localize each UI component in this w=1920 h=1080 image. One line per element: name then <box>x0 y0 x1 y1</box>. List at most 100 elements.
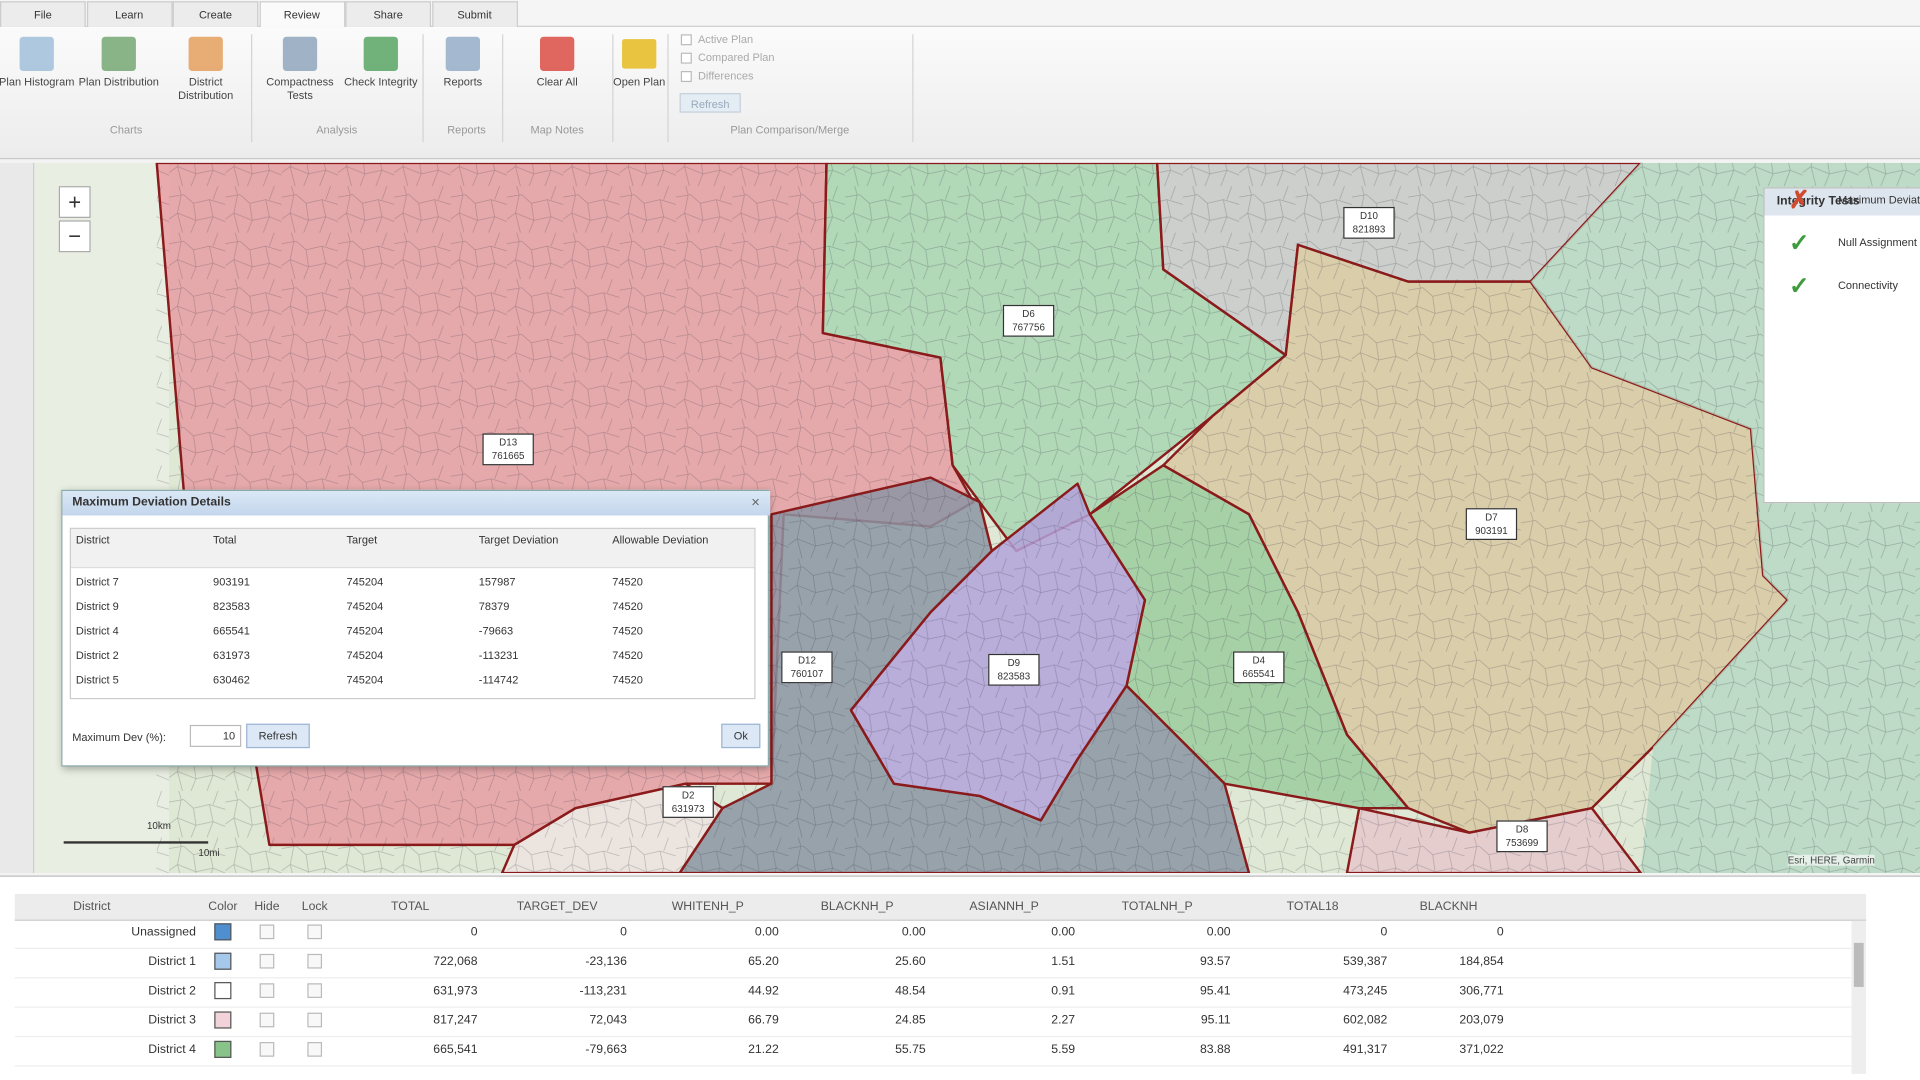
ribbon-button[interactable]: Check Integrity <box>344 75 418 89</box>
column-header[interactable]: Hide <box>254 900 280 914</box>
ribbon-icon[interactable] <box>282 36 318 72</box>
zoom-out[interactable]: − <box>58 220 91 253</box>
tab[interactable]: File <box>0 1 86 27</box>
district-label[interactable]: D7 903191 <box>1465 508 1518 541</box>
column-header[interactable]: TOTAL18 <box>1286 900 1339 914</box>
option-label[interactable]: Compared Plan <box>697 51 775 64</box>
option-label[interactable]: Active Plan <box>697 33 754 46</box>
tab[interactable]: Share <box>345 1 432 27</box>
column-header[interactable]: TOTAL <box>391 900 430 914</box>
tab[interactable]: Create <box>172 1 259 27</box>
table-row[interactable] <box>14 1038 1852 1067</box>
refresh-button[interactable]: Refresh <box>679 93 741 113</box>
label-name: D6 <box>1022 308 1035 320</box>
district-label[interactable]: D9 823583 <box>988 653 1040 686</box>
district-label[interactable]: D8 753699 <box>1496 820 1548 853</box>
ribbon-button[interactable]: District Distribution <box>178 75 234 102</box>
checkbox[interactable] <box>307 924 323 940</box>
table-row[interactable] <box>14 950 1852 979</box>
checkbox[interactable] <box>307 983 323 998</box>
ribbon-separator <box>612 34 614 143</box>
dialog-table: District Total Target Target Deviation Allow… <box>69 527 756 700</box>
table-row[interactable] <box>14 980 1852 1008</box>
table-cell: 74520 <box>612 648 643 662</box>
table-cell: -113231 <box>478 648 519 662</box>
ribbon-icon[interactable] <box>188 36 223 72</box>
column-header[interactable]: Target Deviation <box>478 533 559 547</box>
table-cell: District 9 <box>75 600 119 613</box>
table-cell: 491,317 <box>1343 1043 1388 1057</box>
dialog-close[interactable]: × <box>751 493 760 511</box>
table-cell: District 7 <box>75 575 119 588</box>
table-row[interactable] <box>14 921 1852 949</box>
checkbox[interactable] <box>259 983 275 998</box>
table-cell: District 4 <box>75 624 119 637</box>
ribbon-button[interactable]: Compactness Tests <box>266 75 334 102</box>
ribbon-icon[interactable] <box>19 36 54 72</box>
ribbon-separator <box>251 34 253 143</box>
column-header[interactable]: Color <box>208 900 238 914</box>
district-label[interactable]: D10 821893 <box>1343 206 1395 239</box>
checkbox[interactable] <box>680 52 692 64</box>
checkbox[interactable] <box>259 1042 275 1057</box>
zoom-in[interactable]: + <box>58 186 91 218</box>
table-cell: 0 <box>1496 925 1504 940</box>
color-swatch[interactable] <box>214 1040 232 1058</box>
max-dev-label: Maximum Dev (%): <box>72 731 166 744</box>
ribbon-button[interactable]: Reports <box>443 75 483 89</box>
ribbon-icon[interactable] <box>540 36 575 72</box>
district-label[interactable]: D4 665541 <box>1233 651 1285 684</box>
ribbon-icon[interactable] <box>101 36 136 72</box>
table-row[interactable] <box>14 1009 1852 1038</box>
column-header[interactable]: Allowable Deviation <box>612 533 709 547</box>
column-header[interactable]: BLACKNH <box>1419 900 1478 914</box>
checkbox[interactable] <box>680 71 692 83</box>
ribbon-button[interactable]: Plan Histogram <box>0 75 75 89</box>
column-header[interactable]: Target <box>346 533 378 547</box>
checkbox[interactable] <box>259 924 275 940</box>
color-swatch[interactable] <box>214 952 232 970</box>
district-label[interactable]: D2 631973 <box>662 786 714 818</box>
column-header[interactable]: District <box>75 533 110 547</box>
district-cell: District 2 <box>148 984 196 998</box>
checkbox[interactable] <box>307 953 323 969</box>
ribbon-button[interactable]: Clear All <box>536 75 578 89</box>
column-header[interactable]: District <box>73 900 111 914</box>
ribbon-button[interactable]: Open Plan <box>613 75 666 89</box>
table-cell: 823583 <box>213 600 250 613</box>
checkbox[interactable] <box>259 1012 275 1028</box>
column-header[interactable]: TOTALNH_P <box>1121 900 1193 914</box>
ribbon-icon[interactable] <box>445 36 481 72</box>
scrollbar[interactable] <box>1851 920 1867 1074</box>
scroll-thumb[interactable] <box>1853 942 1864 987</box>
column-header[interactable]: BLACKNH_P <box>820 900 894 914</box>
column-header[interactable]: ASIANNH_P <box>969 900 1039 914</box>
district-label[interactable]: D6 767756 <box>1002 304 1055 337</box>
ribbon-button[interactable]: Plan Distribution <box>78 75 159 89</box>
column-header[interactable]: Lock <box>301 900 328 914</box>
checkbox[interactable] <box>307 1012 323 1028</box>
color-swatch[interactable] <box>214 982 232 1000</box>
option-label[interactable]: Differences <box>697 69 754 83</box>
district-label[interactable]: D13 761665 <box>482 433 534 466</box>
table-cell: -113,231 <box>579 984 627 998</box>
column-header[interactable]: Total <box>213 533 237 547</box>
column-header[interactable]: TARGET_DEV <box>516 900 598 914</box>
district-label[interactable]: D12 760107 <box>781 651 833 684</box>
tab[interactable]: Submit <box>431 1 518 27</box>
table-cell: 0.91 <box>1051 984 1076 998</box>
tab[interactable]: Review <box>258 1 345 27</box>
checkbox[interactable] <box>680 34 692 46</box>
checkbox[interactable] <box>307 1042 323 1057</box>
max-dev-input[interactable]: 10 <box>189 724 242 747</box>
tab[interactable]: Learn <box>86 1 173 27</box>
refresh-button[interactable]: Refresh <box>246 723 310 749</box>
table-cell: -79663 <box>478 624 514 637</box>
ok-button[interactable]: Ok <box>721 723 761 749</box>
color-swatch[interactable] <box>214 1011 232 1029</box>
ribbon-icon[interactable] <box>622 39 657 69</box>
checkbox[interactable] <box>259 953 275 969</box>
color-swatch[interactable] <box>214 923 232 941</box>
ribbon-icon[interactable] <box>363 36 398 72</box>
column-header[interactable]: WHITENH_P <box>671 900 744 914</box>
